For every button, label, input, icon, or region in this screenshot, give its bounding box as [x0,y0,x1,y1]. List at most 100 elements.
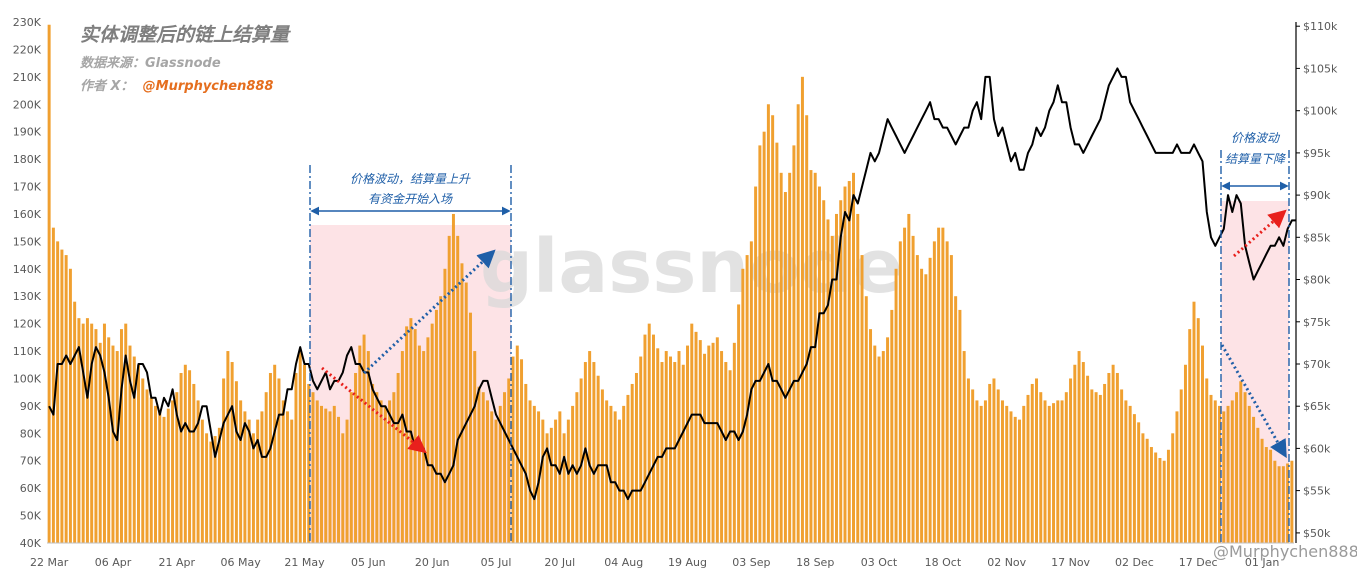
volume-bar [779,172,783,543]
volume-bar [145,389,149,543]
x-tick-label: 05 Jul [481,556,512,569]
x-axis-ticks: 22 Mar 06 Apr 21 Apr 06 May 21 May 05 Jun 20 J… [30,556,1279,569]
annotation-2-line-2: 结算量下降 [1225,152,1286,166]
volume-bar [554,419,558,543]
volume-bar [294,372,298,543]
volume-bar [932,241,936,543]
blue-trend-arrow-2 [1220,344,1287,459]
volume-bar [813,172,817,543]
left-tick-label: 210K [13,71,42,84]
volume-bar [996,389,1000,543]
volume-bar [1179,389,1183,543]
volume-bar [728,370,732,543]
volume-bar [290,419,294,543]
volume-bar [796,104,800,543]
volume-bar [132,356,136,543]
volume-bar [192,383,196,543]
volume-bar [771,115,775,543]
x-tick-label: 05 Jun [351,556,386,569]
volume-bar [732,342,736,543]
volume-bar [1009,411,1013,543]
x-tick-label: 04 Aug [604,556,643,569]
right-tick-label: $60k [1303,442,1331,455]
volume-bar [843,186,847,543]
volume-bar [1073,364,1077,543]
volume-bar [783,192,787,543]
volume-bar [358,345,362,543]
volume-bar [915,255,919,543]
volume-bar [911,235,915,543]
volume-bar [579,378,583,543]
volume-bar [268,372,272,543]
volume-bar [852,172,855,543]
volume-bar [1064,392,1068,543]
volume-bar [179,372,183,543]
volume-bar [1132,414,1136,543]
volume-bar [592,362,596,543]
volume-bar [81,323,85,543]
volume-bar [1098,394,1102,543]
volume-bar [175,392,179,543]
volume-bar [707,345,711,543]
volume-bar [1196,318,1200,543]
x-tick-label: 01 Jan [1245,556,1279,569]
volume-bar [937,227,941,543]
volume-bar [1026,394,1030,543]
left-tick-label: 190K [13,126,42,139]
left-tick-label: 200K [13,98,42,111]
volume-bar [303,364,306,543]
volume-bar [196,400,200,543]
x-tick-label: 21 May [284,556,325,569]
volume-bar [1077,351,1081,543]
volume-bar [1120,389,1124,543]
volume-bar [341,433,345,543]
volume-bar [571,405,575,543]
volume-bar [558,411,562,543]
volume-bar [754,186,758,543]
x-tick-label: 17 Nov [1051,556,1090,569]
volume-bar [166,408,170,543]
volume-bar [894,268,898,543]
volume-bar [434,309,438,543]
volume-bar [315,400,319,543]
volume-bar [745,255,749,543]
volume-bar [886,337,890,543]
volume-bar [430,323,434,543]
volume-bar [979,405,983,543]
volume-bar [68,268,72,543]
left-tick-label: 80K [20,427,42,440]
volume-bar [907,213,911,543]
volume-bar [626,394,630,543]
left-tick-label: 110K [13,345,42,358]
volume-bar [945,241,949,543]
volume-bar [366,351,370,543]
volume-bar [124,323,128,543]
volume-bar [226,351,230,543]
left-tick-label: 120K [13,318,42,331]
left-tick-label: 150K [13,235,42,248]
volume-bar [1247,405,1251,543]
volume-bar [443,268,447,543]
x-tick-label: 06 Apr [95,556,132,569]
volume-bar [94,329,98,543]
corner-watermark: @Murphychen888 [1213,542,1357,561]
volume-bar [1107,372,1111,543]
volume-bar [703,353,707,543]
volume-bar [1290,460,1294,543]
annotation-1-line-1: 价格波动，结算量上升 [350,172,471,186]
volume-bar [1264,447,1268,543]
volume-bar [715,337,719,543]
volume-bar [720,351,724,543]
volume-bar [73,301,77,543]
volume-bar [673,362,677,543]
left-tick-label: 180K [13,153,42,166]
volume-bar [677,351,681,543]
left-tick-label: 50K [20,510,42,523]
x-tick-label: 02 Dec [1115,556,1154,569]
right-axis-ticks: $50k $55k $60k $65k $70k $75k $80k $85k $90k $95k… [1296,20,1338,540]
volume-bar [362,334,366,543]
volume-bar [1141,433,1145,543]
volume-bar [520,359,524,543]
volume-bar [379,400,383,543]
volume-bar [532,405,536,543]
